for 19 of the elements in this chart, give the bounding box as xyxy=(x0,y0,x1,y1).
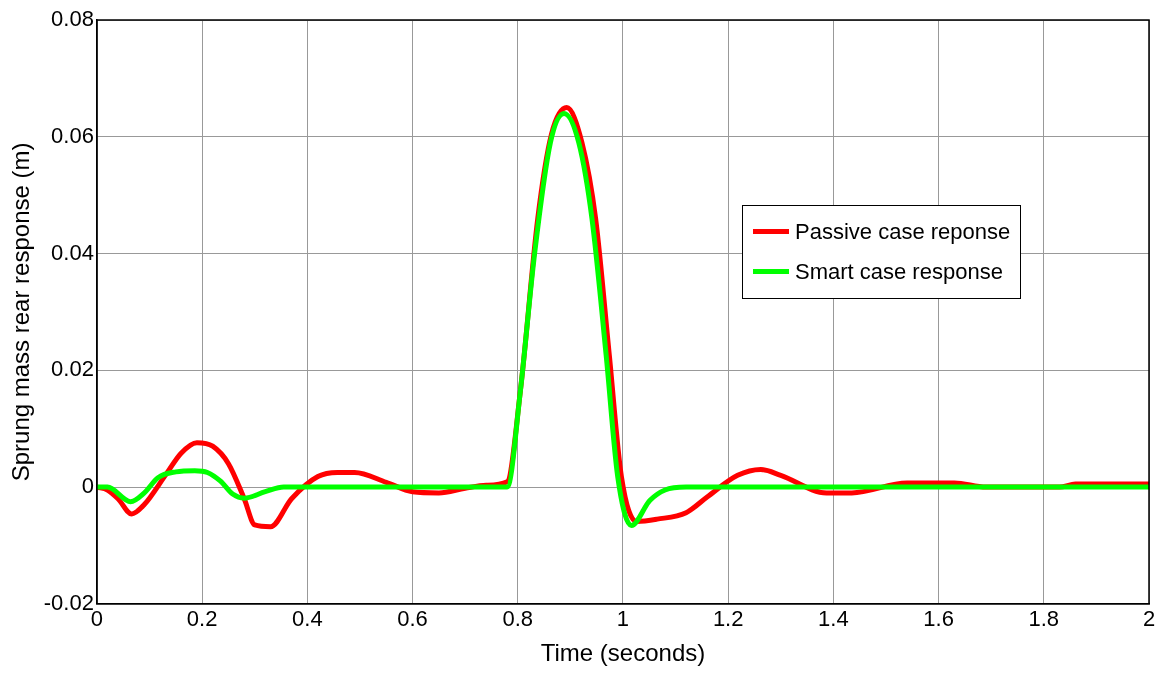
x-axis-title: Time (seconds) xyxy=(540,639,706,667)
y-axis-title: Sprung mass rear response (m) xyxy=(7,142,35,482)
legend-label: Passive case reponse xyxy=(795,217,1011,246)
y-tick-label: 0.02 xyxy=(51,356,94,382)
legend-label: Smart case response xyxy=(795,257,1003,286)
x-tick-label: 1.2 xyxy=(712,606,744,632)
x-tick-label: 1.4 xyxy=(818,606,849,632)
x-tick-label: 2 xyxy=(1142,606,1156,632)
x-tick-label: 0.2 xyxy=(186,606,218,632)
y-tick-label: 0.04 xyxy=(51,239,94,265)
x-tick-label: 0.8 xyxy=(502,606,534,632)
x-tick-label: 1.8 xyxy=(1028,606,1060,632)
x-tick-label: 1.6 xyxy=(923,606,954,632)
x-tick-label: 0.4 xyxy=(292,606,323,632)
x-tick-label: 0.6 xyxy=(397,606,428,632)
y-tick-label: 0.06 xyxy=(51,122,94,148)
x-tick-label: 1 xyxy=(616,606,630,632)
y-tick-label: 0.08 xyxy=(51,6,94,32)
y-tick-label: 0 xyxy=(81,473,94,499)
